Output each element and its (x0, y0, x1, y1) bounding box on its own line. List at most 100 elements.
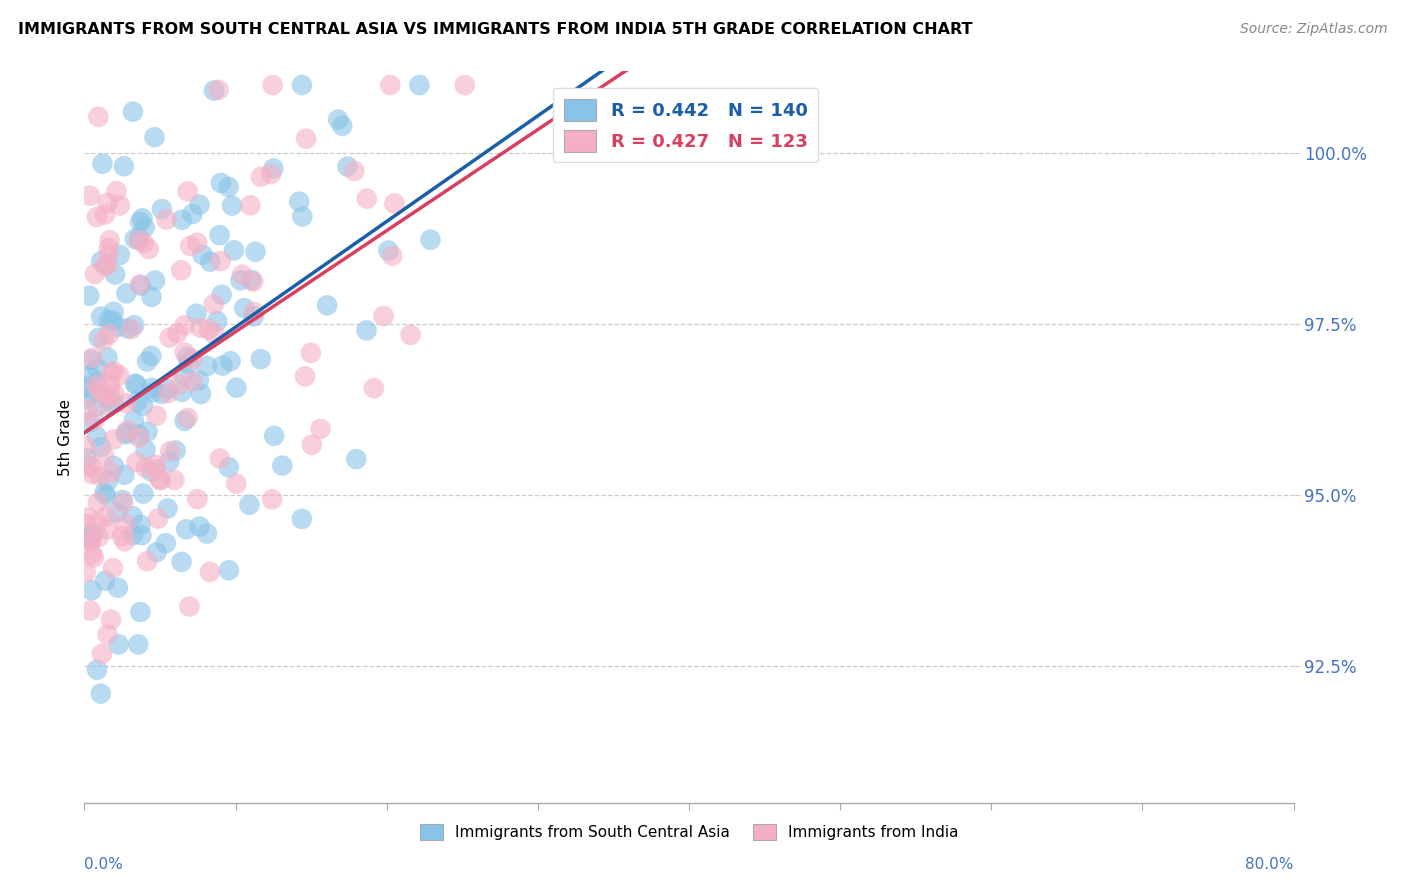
Point (86, 210, 108, 224)
Point (105, 184, 128, 198)
Point (170, 263, 193, 277)
Point (75, 531, 97, 545)
Point (108, 368, 131, 383)
Point (80, 531, 103, 545)
Point (294, 369, 316, 384)
Point (202, 83, 225, 97)
Point (103, 396, 125, 410)
Point (80, 467, 103, 481)
Text: 80.0%: 80.0% (1246, 857, 1294, 872)
Point (291, 210, 314, 224)
Point (129, 605, 152, 619)
Point (90, 687, 112, 701)
Point (101, 314, 124, 328)
Point (76, 510, 98, 524)
Point (156, 382, 179, 396)
Point (111, 493, 134, 508)
Point (80, 353, 103, 368)
Point (97, 313, 120, 327)
Point (145, 545, 167, 559)
Point (108, 248, 131, 262)
Point (173, 345, 195, 359)
Point (221, 198, 243, 212)
Point (211, 287, 233, 301)
Point (82, 525, 104, 540)
Point (132, 399, 155, 413)
Point (181, 352, 204, 367)
Point (128, 231, 150, 245)
Point (121, 509, 143, 524)
Point (238, 498, 260, 512)
Point (191, 248, 214, 262)
Point (112, 467, 135, 482)
Point (229, 273, 252, 287)
Point (122, 318, 145, 333)
Point (207, 83, 229, 97)
Point (381, 249, 404, 263)
Point (202, 326, 225, 341)
Point (166, 326, 188, 340)
Point (115, 425, 138, 440)
Point (94, 208, 117, 222)
Point (384, 196, 406, 211)
Point (86, 361, 108, 376)
Point (202, 297, 225, 311)
Point (380, 78, 402, 92)
Point (179, 599, 201, 614)
Point (136, 425, 159, 439)
Point (195, 359, 218, 373)
Point (218, 563, 240, 577)
Point (79, 188, 101, 202)
Point (103, 458, 125, 473)
Point (143, 274, 166, 288)
Point (200, 254, 222, 268)
Point (83, 413, 105, 427)
Point (103, 386, 125, 401)
Point (115, 396, 138, 410)
Point (262, 161, 284, 176)
Point (218, 460, 240, 475)
Point (156, 501, 179, 516)
Point (79, 368, 101, 383)
Point (111, 529, 134, 543)
Point (129, 277, 152, 292)
Point (93, 334, 115, 348)
Point (75, 439, 97, 453)
Point (77, 379, 100, 393)
Point (89, 469, 111, 483)
Point (188, 197, 211, 211)
Point (150, 387, 173, 401)
Point (76, 392, 98, 407)
Point (76, 459, 98, 474)
Point (86, 515, 108, 529)
Point (239, 198, 262, 212)
Point (186, 492, 208, 507)
Point (76, 382, 98, 396)
Point (419, 233, 441, 247)
Point (108, 198, 131, 212)
Point (132, 236, 155, 251)
Point (299, 346, 322, 360)
Point (135, 442, 157, 457)
Point (125, 455, 148, 469)
Point (138, 242, 160, 256)
Point (107, 319, 129, 334)
Point (295, 131, 318, 145)
Point (373, 309, 395, 323)
Point (218, 180, 240, 194)
Point (263, 429, 285, 443)
Point (225, 381, 247, 395)
Point (105, 506, 128, 520)
Point (356, 192, 378, 206)
Point (145, 462, 167, 476)
Point (75, 566, 97, 580)
Point (150, 202, 173, 216)
Point (122, 413, 145, 427)
Point (231, 268, 253, 282)
Point (143, 130, 166, 145)
Point (101, 561, 124, 575)
Point (163, 473, 186, 487)
Point (83, 267, 105, 281)
Point (186, 307, 208, 321)
Point (94, 488, 117, 502)
